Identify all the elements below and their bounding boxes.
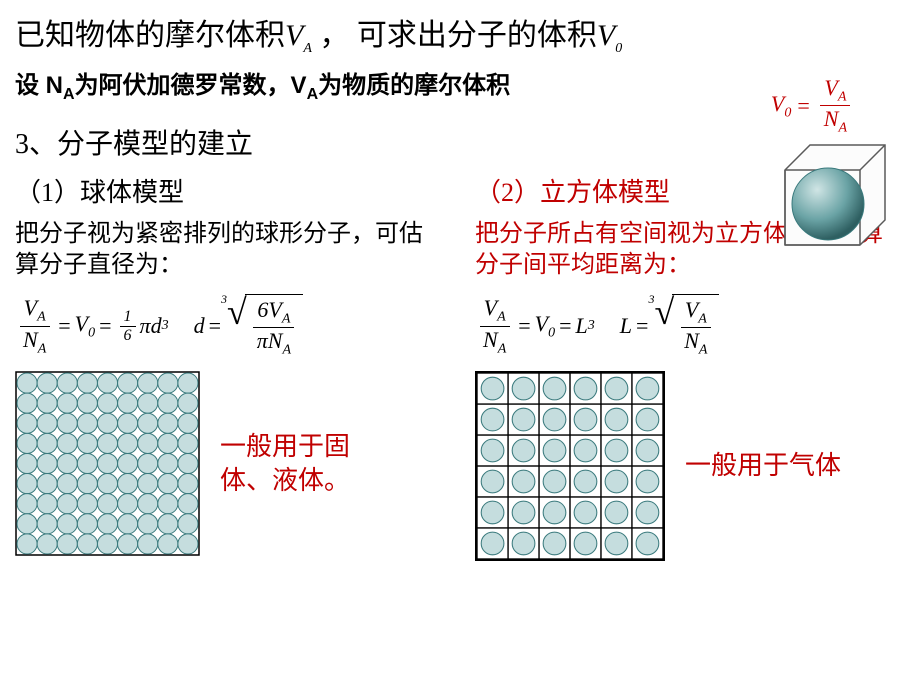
cube-grid-icon (475, 371, 665, 561)
sphere-packing-icon (15, 371, 200, 556)
sphere-model-desc: 把分子视为紧密排列的球形分子，可估算分子直径为： (15, 219, 445, 281)
sphere-equations: VA NA = V0 = 1 6 πd3 d = 3 √ (15, 296, 445, 356)
sphere-eq-2: d = 3 √ 6VA πNA (194, 294, 303, 359)
title-mid: ， 可求出分子的体积 (312, 19, 597, 52)
sphere-bottom-row: 一般用于固体、液体。 (15, 371, 445, 556)
sphere-model-col: （1）球体模型 把分子视为紧密排列的球形分子，可估算分子直径为： VA NA =… (15, 172, 445, 561)
title-var-VA: VA (285, 19, 312, 52)
assumption-text: 设 NA为阿伏加德罗常数，VA为物质的摩尔体积 (15, 65, 510, 104)
cube-eq-1: VA NA = V0 = L3 (475, 295, 595, 357)
models-columns: （1）球体模型 把分子视为紧密排列的球形分子，可估算分子直径为： VA NA =… (15, 172, 905, 561)
cube-bottom-row: 一般用于气体 (475, 371, 905, 561)
title-pre: 已知物体的摩尔体积 (15, 19, 285, 52)
cube-equations: VA NA = V0 = L3 L = 3 √ VA NA (475, 296, 905, 356)
cube-sphere-icon (780, 140, 890, 255)
cube-eq-2: L = 3 √ VA NA (620, 294, 720, 359)
sphere-note: 一般用于固体、液体。 (220, 430, 380, 498)
cube-note: 一般用于气体 (685, 449, 841, 483)
page-title: 已知物体的摩尔体积VA ， 可求出分子的体积V0 (15, 10, 905, 57)
sphere-eq-1: VA NA = V0 = 1 6 πd3 (15, 295, 169, 357)
formula-v0: V0 = VA NA (771, 75, 855, 137)
sphere-model-title: （1）球体模型 (15, 172, 445, 209)
title-var-V0: V0 (597, 19, 622, 52)
